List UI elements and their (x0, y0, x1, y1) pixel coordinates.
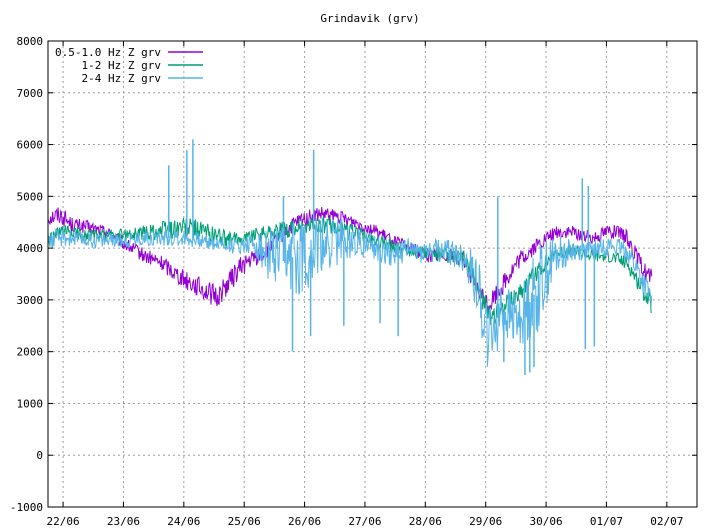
x-tick-label: 26/06 (288, 515, 321, 528)
series-1 (47, 207, 653, 313)
y-tick-label: 5000 (17, 190, 44, 203)
y-tick-label: 3000 (17, 294, 44, 307)
series-layer (47, 139, 653, 375)
legend-entry-label: 0.5-1.0 Hz Z grv (55, 46, 161, 59)
grid (48, 41, 697, 507)
y-tick-label: 2000 (17, 346, 44, 359)
y-tick-label: 6000 (17, 139, 44, 152)
chart-title: Grindavik (grv) (320, 12, 419, 25)
x-tick-label: 23/06 (107, 515, 140, 528)
y-tick-label: 7000 (17, 87, 44, 100)
x-tick-label: 24/06 (167, 515, 200, 528)
x-tick-label: 27/06 (348, 515, 381, 528)
y-tick-label: 1000 (17, 397, 44, 410)
x-tick-label: 28/06 (409, 515, 442, 528)
x-tick-label: 30/06 (530, 515, 563, 528)
x-tick-label: 25/06 (228, 515, 261, 528)
y-tick-label: 4000 (17, 242, 44, 255)
series-3 (47, 139, 653, 375)
x-tick-label: 02/07 (650, 515, 683, 528)
plot-frame (47, 40, 698, 508)
y-tick-label: 0 (36, 449, 43, 462)
x-tick-label: 01/07 (590, 515, 623, 528)
series-line (47, 207, 653, 313)
legend-entry-label: 2-4 Hz Z grv (82, 72, 162, 85)
y-tick-label: -1000 (10, 501, 43, 514)
x-tick-label: 22/06 (47, 515, 80, 528)
series-line (47, 216, 653, 367)
x-tick-label: 29/06 (469, 515, 502, 528)
legend-entry-label: 1-2 Hz Z grv (82, 59, 162, 72)
axis-layer: -1000 0 1000 2000 3000 4000 5000 6000 7000 8000 22… (10, 35, 697, 528)
y-tick-label: 8000 (17, 35, 44, 48)
